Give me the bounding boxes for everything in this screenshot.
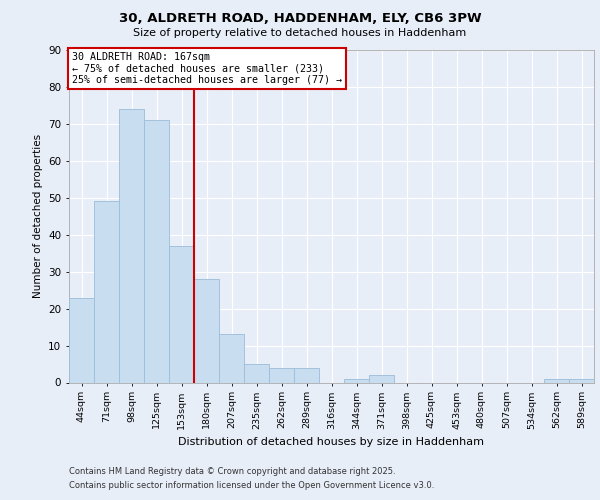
Y-axis label: Number of detached properties: Number of detached properties bbox=[32, 134, 43, 298]
Bar bbox=[569, 379, 594, 382]
Text: Size of property relative to detached houses in Haddenham: Size of property relative to detached ho… bbox=[133, 28, 467, 38]
Bar bbox=[144, 120, 169, 382]
Bar bbox=[544, 379, 569, 382]
Bar bbox=[344, 379, 369, 382]
Bar bbox=[244, 364, 269, 382]
Text: Contains HM Land Registry data © Crown copyright and database right 2025.: Contains HM Land Registry data © Crown c… bbox=[69, 467, 395, 476]
Bar bbox=[269, 368, 294, 382]
Bar bbox=[194, 279, 219, 382]
Bar bbox=[219, 334, 244, 382]
Bar bbox=[119, 109, 144, 382]
Text: 30 ALDRETH ROAD: 167sqm
← 75% of detached houses are smaller (233)
25% of semi-d: 30 ALDRETH ROAD: 167sqm ← 75% of detache… bbox=[71, 52, 341, 85]
Text: Contains public sector information licensed under the Open Government Licence v3: Contains public sector information licen… bbox=[69, 481, 434, 490]
Bar bbox=[294, 368, 319, 382]
Bar bbox=[94, 202, 119, 382]
Bar bbox=[69, 298, 94, 382]
X-axis label: Distribution of detached houses by size in Haddenham: Distribution of detached houses by size … bbox=[179, 437, 485, 447]
Bar bbox=[169, 246, 194, 382]
Text: 30, ALDRETH ROAD, HADDENHAM, ELY, CB6 3PW: 30, ALDRETH ROAD, HADDENHAM, ELY, CB6 3P… bbox=[119, 12, 481, 26]
Bar bbox=[369, 375, 394, 382]
